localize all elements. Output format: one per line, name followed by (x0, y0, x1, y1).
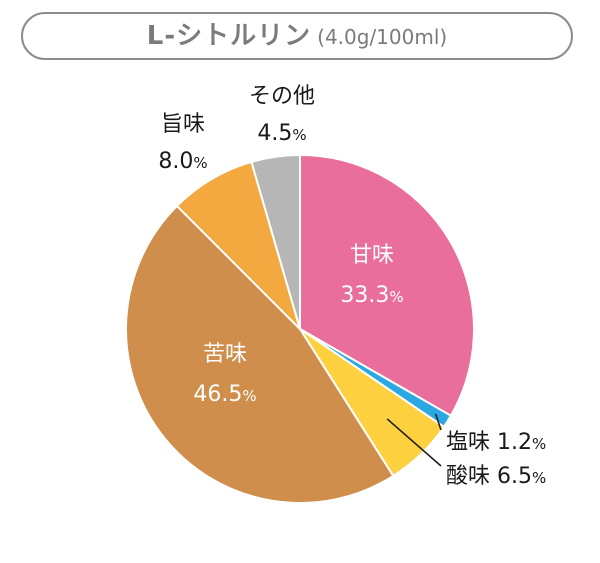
slice-6-name-label: その他 (249, 84, 315, 109)
slice-6-wedge (250, 153, 301, 330)
slice-3-leader-line (386, 418, 442, 467)
leader-lines (386, 413, 442, 467)
chart-subtitle: (4.0g/100ml) (317, 25, 448, 49)
slice-2-label: 塩味 1.2% (446, 430, 546, 455)
slice-labels: 甘味 33.3% 塩味 1.2% 酸味 6.5% 苦味 46.5% 旨味 8.0% その他 4.5… (158, 84, 546, 489)
slice-3-label: 酸味 6.5% (446, 464, 546, 489)
slice-4-name-label: 苦味 (203, 342, 247, 367)
slice-6-value-label: 4.5% (257, 121, 306, 146)
slice-5-value-label: 8.0% (158, 149, 207, 174)
slice-4-wedge (125, 204, 395, 504)
chart-title: L-シトルリン (146, 21, 312, 51)
pie-slices (125, 153, 475, 504)
chart-title-box: L-シトルリン (4.0g/100ml) (21, 12, 573, 60)
slice-2-leader-line (434, 413, 442, 431)
slice-1-name-label: 甘味 (350, 243, 394, 268)
slice-5-name-label: 旨味 (161, 112, 205, 137)
slice-1-value-label: 33.3% (340, 283, 403, 308)
slice-1-wedge (299, 153, 475, 418)
slice-4-value-label: 46.5% (193, 382, 256, 407)
